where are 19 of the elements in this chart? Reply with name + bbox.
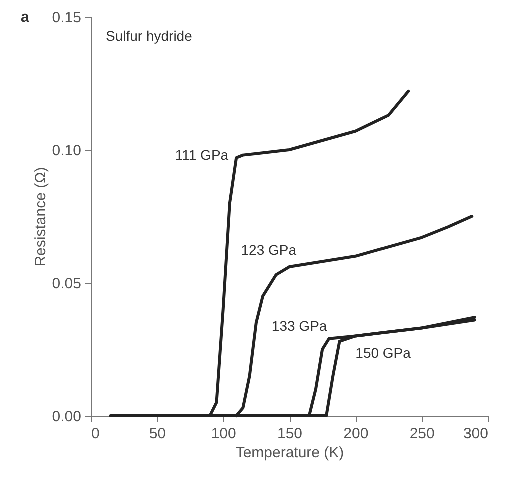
series-label: 150 GPa: [356, 345, 412, 362]
x-tick-label: 150: [277, 426, 303, 442]
x-tick-label: 300: [463, 426, 488, 442]
x-tick-label: 0: [92, 426, 100, 442]
x-tick-label: 50: [149, 426, 166, 442]
series-label: 133 GPa: [272, 318, 328, 334]
x-axis-title: Temperature (K): [236, 444, 344, 462]
text: a: [21, 9, 30, 26]
annotation: Sulfur hydride: [106, 28, 193, 44]
x-tick-label: 200: [344, 426, 369, 442]
series-label: 111 GPa: [175, 146, 229, 163]
y-tick-label: 0.00: [52, 408, 82, 426]
y-tick-label: 0.10: [52, 142, 82, 160]
series-label: 123 GPa: [241, 242, 297, 258]
x-tick-label: 250: [410, 426, 435, 442]
y-tick-label: 0.15: [52, 10, 82, 26]
x-tick-label: 100: [211, 426, 236, 442]
y-tick-label: 0.05: [52, 276, 82, 292]
y-axis-title: Resistance (Ω): [32, 167, 50, 267]
